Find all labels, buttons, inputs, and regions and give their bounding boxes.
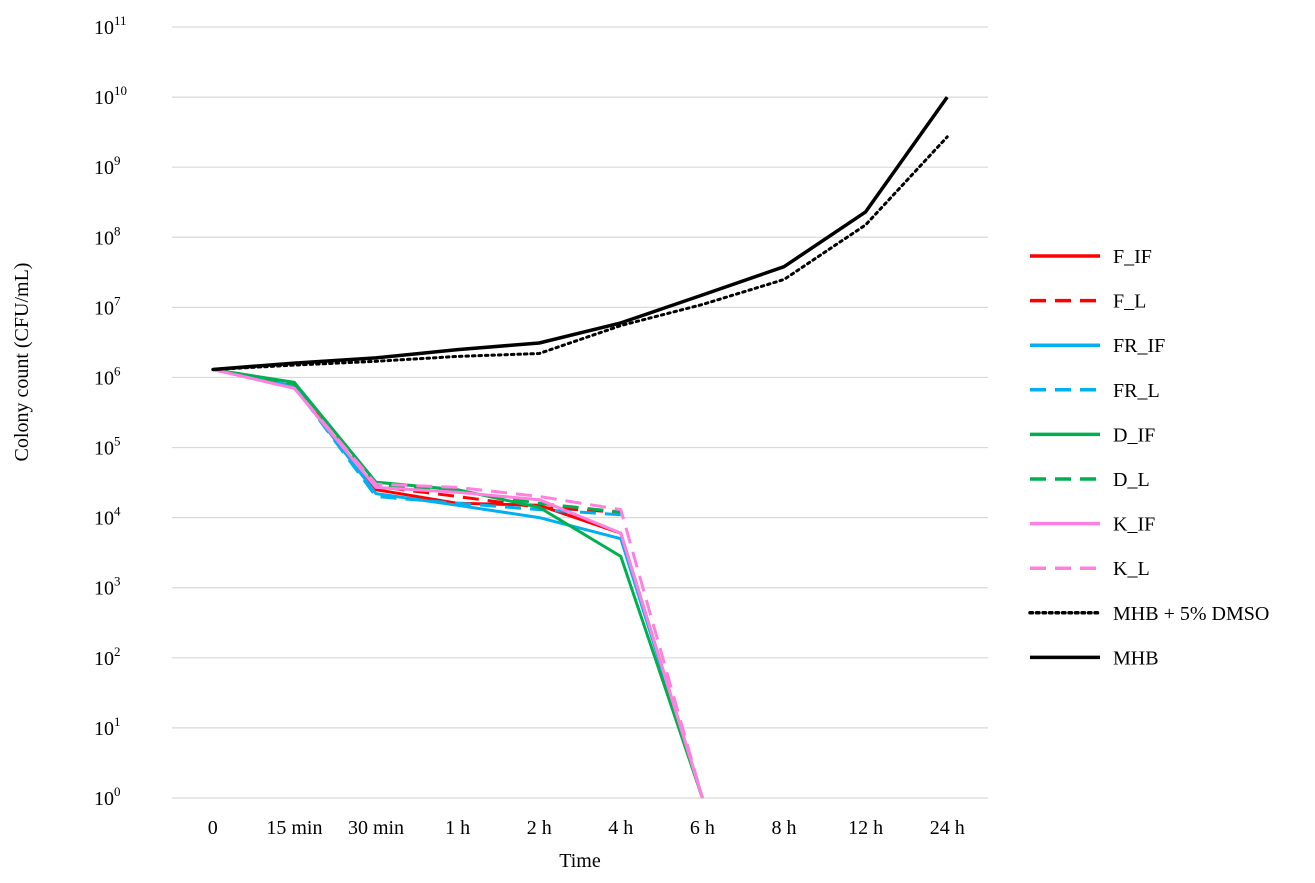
y-tick-label-1e4: 104 [94,504,121,530]
legend: F_IF F_L FR_IF FR_L D_IF D_L K_IF K_L MHB + 5% D… [1028,246,1269,669]
x-tick-labels: 0 15 min 30 min 1 h 2 h 4 h 6 h 8 h 12 h 24 h [208,817,965,839]
y-tick-label-1e7: 107 [94,293,121,319]
legend-label-4: D_IF [1113,424,1155,446]
x-tick-label-8: 12 h [848,817,883,839]
x-tick-label-3: 1 h [445,817,470,839]
y-tick-label-1e9: 109 [94,153,121,179]
series-lines [211,96,949,799]
y-tick-labels: 100 101 102 103 104 105 106 107 108 109 1010 1011 [94,13,127,810]
series-line-1 [212,368,621,514]
y-tick-label-1e3: 103 [94,574,121,600]
y-tick-label-1e2: 102 [94,644,121,670]
series-line-4 [212,368,704,799]
legend-label-7: K_L [1113,558,1150,580]
series-line-9 [212,96,949,372]
y-tick-label-1e8: 108 [94,223,121,249]
legend-label-1: F_L [1113,291,1146,313]
legend-label-8: MHB + 5% DMSO [1113,603,1269,625]
series-line-3 [212,368,621,517]
x-tick-label-4: 2 h [527,817,552,839]
y-tick-label-1e0: 100 [94,784,121,810]
x-tick-label-0: 0 [208,817,218,839]
y-tick-label-1e10: 1010 [94,83,127,109]
x-tick-label-2: 30 min [348,817,404,839]
x-tick-label-7: 8 h [772,817,797,839]
gridlines [172,26,988,799]
y-tick-label-1e1: 101 [94,714,121,740]
series-line-8 [211,135,949,371]
legend-label-5: D_L [1113,469,1150,491]
x-tick-label-9: 24 h [930,817,965,839]
series-line-7 [212,368,704,799]
legend-label-9: MHB [1113,647,1159,669]
x-tick-label-1: 15 min [266,817,322,839]
x-tick-label-5: 4 h [608,817,633,839]
y-axis-title: Colony count (CFU/mL) [11,263,33,462]
x-tick-label-6: 6 h [690,817,715,839]
y-tick-label-1e6: 106 [94,363,121,389]
legend-label-6: K_IF [1113,514,1155,536]
y-tick-label-1e11: 1011 [94,13,127,39]
x-axis-title: Time [559,850,601,872]
legend-label-0: F_IF [1113,246,1152,268]
legend-label-2: FR_IF [1113,335,1165,357]
y-tick-label-1e5: 105 [94,434,121,460]
legend-label-3: FR_L [1113,380,1160,402]
